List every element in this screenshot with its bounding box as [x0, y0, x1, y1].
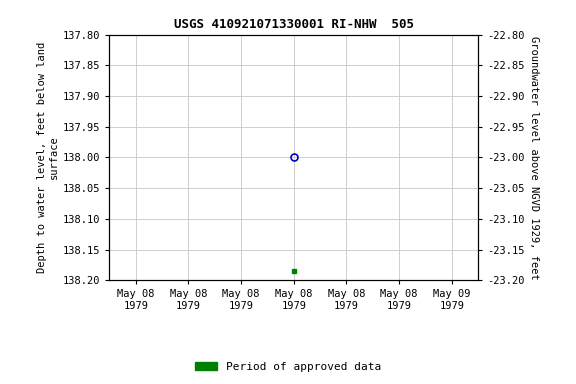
Title: USGS 410921071330001 RI-NHW  505: USGS 410921071330001 RI-NHW 505 — [174, 18, 414, 31]
Y-axis label: Depth to water level, feet below land
surface: Depth to water level, feet below land su… — [37, 42, 59, 273]
Legend: Period of approved data: Period of approved data — [191, 358, 385, 377]
Y-axis label: Groundwater level above NGVD 1929, feet: Groundwater level above NGVD 1929, feet — [529, 36, 539, 279]
